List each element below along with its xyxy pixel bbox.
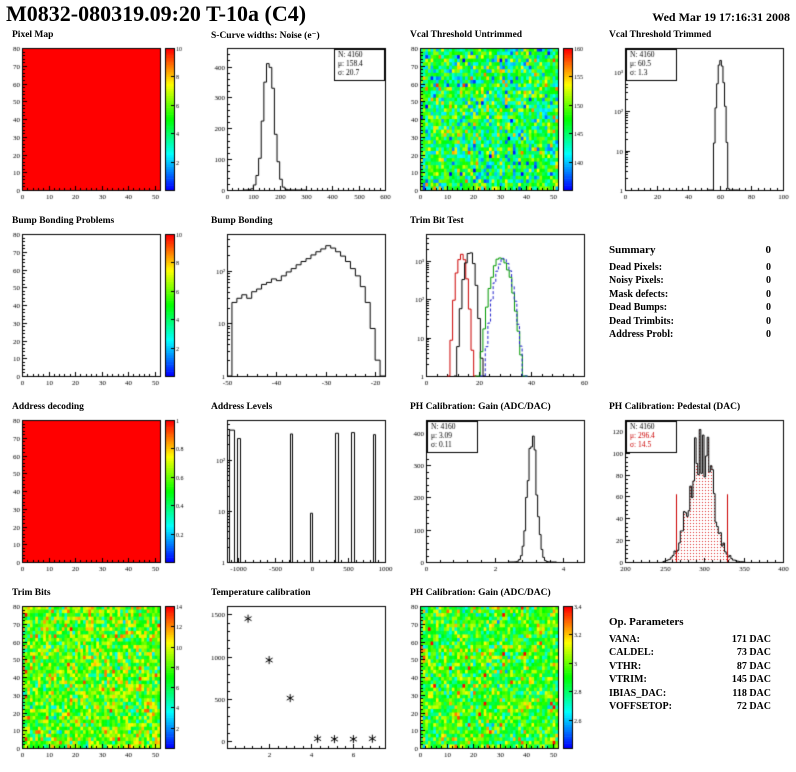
- summary-row-label: Dead Bumps:: [609, 302, 668, 313]
- op-parameter-label: IBIAS_DAC:: [609, 687, 667, 699]
- ph-gain-hist-plot: [400, 414, 592, 578]
- plot-grid: Pixel Map S-Curve widths: Noise (e⁻) Vca…: [0, 28, 796, 772]
- summary-row-label: Address Probl:: [609, 329, 674, 340]
- ph-pedestal-panel: PH Calibration: Pedestal (DAC): [597, 400, 796, 586]
- summary-row-label: Noisy Pixels:: [609, 275, 664, 286]
- op-parameter-value: 87 DAC: [736, 660, 771, 672]
- panel-title: Vcal Threshold Untrimmed: [410, 30, 523, 40]
- panel-title: Trim Bit Test: [410, 216, 464, 226]
- panel-title: Vcal Threshold Trimmed: [609, 30, 712, 40]
- op-parameters-panel: Op. Parameters VANA: 171 DAC CALDEL: 73 …: [597, 586, 796, 772]
- summary-row: Mask defects: 0: [609, 288, 771, 302]
- address-decoding-plot: [2, 414, 194, 578]
- op-parameter-row: IBIAS_DAC: 118 DAC: [609, 687, 771, 701]
- panel-title: S-Curve widths: Noise (e⁻): [211, 31, 320, 41]
- panel-title: Address Levels: [211, 402, 273, 412]
- op-parameter-label: VANA:: [609, 633, 640, 645]
- pixel-map-panel: Pixel Map: [0, 28, 199, 214]
- summary-row-value: 0: [766, 302, 771, 313]
- op-parameter-value: 73 DAC: [736, 647, 771, 658]
- panel-title: PH Calibration: Gain (ADC/DAC): [410, 402, 551, 412]
- summary-row-value: 0: [766, 315, 771, 327]
- summary-panel: Summary 0 Dead Pixels: 0 Noisy Pixels: 0…: [597, 214, 796, 400]
- vcal-threshold-untrimmed-panel: Vcal Threshold Untrimmed: [398, 28, 597, 214]
- trim-bit-test-plot: [400, 228, 592, 392]
- summary-row: Dead Trimbits: 0: [609, 315, 771, 329]
- summary-row: Noisy Pixels: 0: [609, 274, 771, 288]
- scurve-noise-panel: S-Curve widths: Noise (e⁻): [199, 28, 398, 214]
- trim-bits-panel: Trim Bits: [0, 586, 199, 772]
- report-title: M0832-080319.09:20 T-10a (C4): [6, 1, 307, 26]
- op-parameter-value: 118 DAC: [732, 687, 771, 699]
- bump-bonding-panel: Bump Bonding: [199, 214, 398, 400]
- bump-bonding-plot: [201, 228, 393, 392]
- op-parameter-label: CALDEL:: [609, 647, 655, 658]
- summary-row-label: Dead Trimbits:: [609, 315, 674, 327]
- op-parameter-row: VTRIM: 145 DAC: [609, 673, 771, 687]
- summary-row: Dead Pixels: 0: [609, 261, 771, 275]
- op-parameter-row: VTHR: 87 DAC: [609, 660, 771, 674]
- temperature-calibration-panel: Temperature calibration: [199, 586, 398, 772]
- panel-title: Address decoding: [12, 402, 84, 412]
- trim-bit-test-panel: Trim Bit Test: [398, 214, 597, 400]
- panel-title: Bump Bonding: [211, 216, 273, 226]
- panel-title: Trim Bits: [12, 588, 51, 598]
- summary-row: Address Probl: 0: [609, 328, 771, 342]
- address-levels-panel: Address Levels: [199, 400, 398, 586]
- op-parameter-label: VTRIM:: [609, 674, 647, 685]
- ph-gain-hist-panel: PH Calibration: Gain (ADC/DAC): [398, 400, 597, 586]
- op-parameter-label: VTHR:: [609, 660, 642, 672]
- op-parameter-row: CALDEL: 73 DAC: [609, 646, 771, 660]
- ph-pedestal-plot: [599, 414, 791, 578]
- vcal-threshold-untrimmed-plot: [400, 42, 592, 206]
- panel-title: PH Calibration: Pedestal (DAC): [609, 402, 741, 412]
- op-parameter-value: 72 DAC: [736, 701, 771, 712]
- op-parameter-value: 171 DAC: [731, 633, 771, 645]
- panel-title: Pixel Map: [12, 30, 54, 40]
- vcal-threshold-trimmed-plot: [599, 42, 791, 206]
- pixel-map-plot: [2, 42, 194, 206]
- op-parameter-row: VOFFSETOP: 72 DAC: [609, 700, 771, 714]
- bump-bonding-problems-plot: [2, 228, 194, 392]
- summary-row-value: 0: [766, 275, 771, 286]
- ph-gain-map-plot: [400, 600, 592, 764]
- summary-row-value: 0: [766, 261, 771, 273]
- bump-bonding-problems-panel: Bump Bonding Problems: [0, 214, 199, 400]
- address-decoding-panel: Address decoding: [0, 400, 199, 586]
- op-parameter-label: VOFFSETOP:: [609, 701, 672, 712]
- ph-gain-map-panel: PH Calibration: Gain (ADC/DAC): [398, 586, 597, 772]
- report-date: Wed Mar 19 17:16:31 2008: [652, 10, 790, 24]
- temperature-calibration-plot: [201, 600, 393, 764]
- summary-row-value: 0: [766, 329, 771, 340]
- op-parameters-title: Op. Parameters: [609, 616, 684, 628]
- op-parameter-row: VANA: 171 DAC: [609, 633, 771, 647]
- summary-row-label: Mask defects:: [609, 288, 669, 300]
- op-parameter-value: 145 DAC: [731, 674, 771, 685]
- summary-row: Dead Bumps: 0: [609, 301, 771, 315]
- address-levels-plot: [201, 414, 393, 578]
- panel-title: Temperature calibration: [211, 588, 311, 598]
- trim-bits-plot: [2, 600, 194, 764]
- summary-row-label: Dead Pixels:: [609, 261, 663, 273]
- summary-total: 0: [765, 244, 772, 256]
- panel-title: Bump Bonding Problems: [12, 216, 115, 226]
- panel-title: PH Calibration: Gain (ADC/DAC): [410, 588, 551, 598]
- summary-row-value: 0: [766, 288, 771, 300]
- vcal-threshold-trimmed-panel: Vcal Threshold Trimmed: [597, 28, 796, 214]
- summary-title: Summary: [609, 244, 656, 256]
- scurve-noise-plot: [201, 42, 393, 206]
